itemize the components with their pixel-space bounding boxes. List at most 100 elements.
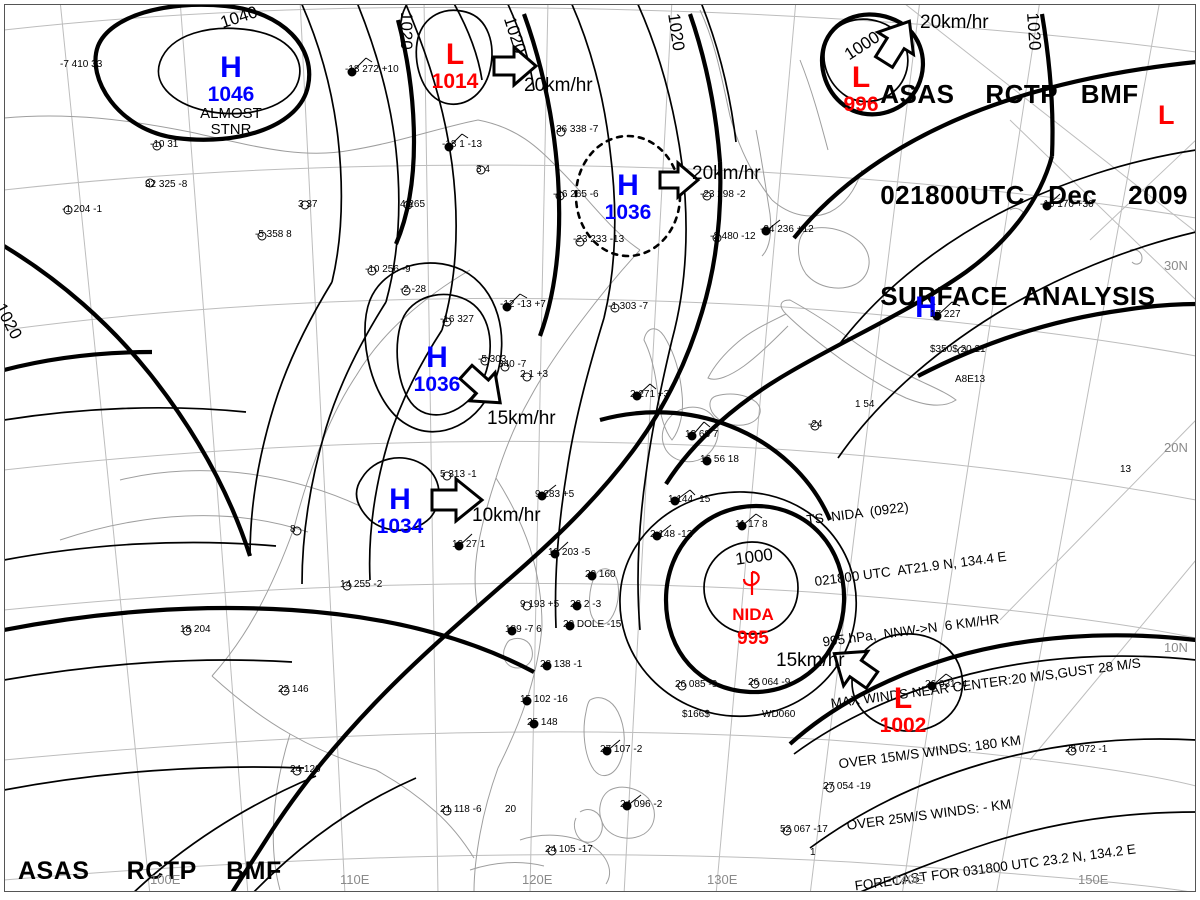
station-plot-9: -26 265 -6 xyxy=(553,189,599,200)
pressure-center-glyph: H xyxy=(389,483,411,516)
station-plot-34: 20 160 xyxy=(585,569,616,580)
station-plot-53: $166$ xyxy=(682,709,710,720)
graticule xyxy=(4,4,1196,892)
coastlines xyxy=(4,9,1143,892)
title-top-right: ASAS RCTP BMF 021800UTC Dec 2009 SURFACE… xyxy=(880,10,1188,382)
pressure-center-glyph: L xyxy=(851,61,871,94)
pressure-center-value: 1014 xyxy=(431,70,479,93)
station-plot-7: 3 4 xyxy=(476,164,490,175)
latitude-label-1: 20N xyxy=(1164,440,1188,455)
station-plot-45: 24 120 xyxy=(290,764,321,775)
station-plot-63: 13 xyxy=(1120,464,1132,475)
station-plot-13: -24 236 +12 xyxy=(760,224,814,235)
station-plot-20: 2 1 +3 xyxy=(520,369,549,380)
station-plot-55: 52 067 -17 xyxy=(780,824,828,835)
pressure-center-value: 996 xyxy=(843,93,879,116)
station-plot-47: 20 xyxy=(505,804,517,815)
title-tr-line2: 021800UTC Dec 2009 xyxy=(880,179,1188,210)
pressure-center-value: 1046 xyxy=(207,83,255,106)
latitude-label-2: 10N xyxy=(1164,640,1188,655)
station-plot-26: 1 54 xyxy=(855,399,875,410)
title-bl-line1: ASAS RCTP BMF xyxy=(18,857,282,885)
title-bottom-left: ASAS RCTP BMF 021800UTC Dec 2009 SURFACE… xyxy=(18,790,307,900)
pressure-center-h-1034: H 1034 xyxy=(355,483,445,538)
station-plot-64: 18 204 xyxy=(180,624,211,635)
station-plot-43: 25 148 xyxy=(527,717,558,728)
pressure-center-value: 1002 xyxy=(879,714,927,737)
edge-low-glyph: L xyxy=(1158,100,1175,130)
pressure-center-glyph: L xyxy=(893,682,913,715)
station-plot-66: -5 358 8 xyxy=(255,229,292,240)
station-markers xyxy=(63,57,1077,856)
station-plot-17: -1 303 -7 xyxy=(608,301,649,312)
station-plot-56: 1 xyxy=(810,847,816,858)
station-plot-35: 14 255 -2 xyxy=(340,579,383,590)
station-plot-58: 28 072 -1 xyxy=(1065,744,1108,755)
pressure-center-glyph: L xyxy=(445,38,465,71)
typhoon-symbol-nida xyxy=(742,570,760,595)
station-plot-60: $350$ 20 21 xyxy=(930,344,986,355)
station-plot-25: -24 xyxy=(808,419,823,430)
station-plot-19: -5 303 xyxy=(478,354,507,365)
pressure-center-glyph: H xyxy=(915,291,937,324)
station-plot-10: -23 233 -13 xyxy=(573,234,625,245)
motion-arrow-l1014 xyxy=(492,43,539,89)
station-plot-49: 24 105 -17 xyxy=(545,844,593,855)
station-plot-42: 15 102 -16 xyxy=(520,694,568,705)
station-plot-33: 18 203 -5 xyxy=(548,547,591,558)
station-plot-3: 3 37 xyxy=(298,199,318,210)
station-plot-23: 12 68 7 xyxy=(685,429,719,440)
motion-arrow-l1002 xyxy=(832,649,880,691)
station-plot-1: 32 325 -8 xyxy=(145,179,188,190)
station-plot-37: 22 2 -3 xyxy=(570,599,602,610)
station-plot-12: -2 480 -12 xyxy=(710,231,756,242)
longitude-label-4: 140E xyxy=(893,872,924,887)
station-plot-46: 21 118 -6 xyxy=(440,804,482,815)
motion-arrows xyxy=(430,19,916,691)
station-plot-36: 9 193 +5 xyxy=(520,599,560,610)
pressure-center-value: 1034 xyxy=(376,515,424,538)
typhoon-info-block: TS NIDA (0922) 021800 UTC AT21.9 N, 134.… xyxy=(800,429,1171,900)
station-plot-50: 26 085 -9 xyxy=(675,679,718,690)
pressure-center-remark: ALMOST STNR xyxy=(200,105,262,138)
motion-speed-label-h-1034: 10km/hr xyxy=(472,505,541,526)
station-plot-67: -10 31 xyxy=(150,139,179,150)
station-plot-0: -7 410 33 xyxy=(60,59,103,70)
station-plot-54: 27 054 -19 xyxy=(823,781,871,792)
station-plot-11: -23 298 -2 xyxy=(700,189,746,200)
ts-info-line3: 995 hPa, NNW->N 6 KM/HR xyxy=(821,611,1001,650)
station-plot-15: -2 -28 xyxy=(400,284,427,295)
motion-arrow-l996 xyxy=(873,19,916,70)
station-plot-14: -10 256 -9 xyxy=(365,264,411,275)
motion-arrow-h1036-dashed xyxy=(658,159,701,201)
station-plot-32: 12 27 1 xyxy=(452,539,486,550)
station-plot-6: -18 1 -13 xyxy=(442,139,483,150)
station-plot-59: 17 227 xyxy=(930,309,961,320)
station-plot-18: -16 327 xyxy=(440,314,474,325)
pressure-center-h-1046: H 1046 xyxy=(186,53,276,106)
pressure-center-value: 1036 xyxy=(604,201,652,224)
station-plot-38: 20 DOLE -15 xyxy=(563,619,622,630)
longitude-label-2: 120E xyxy=(522,872,553,887)
station-plot-52: WD060 xyxy=(762,709,796,720)
isobar-label-1: 1020 xyxy=(397,12,416,50)
motion-arrow-h1036 xyxy=(457,363,502,405)
station-plot-8: 36 338 -7 xyxy=(556,124,599,135)
longitude-label-3: 130E xyxy=(707,872,738,887)
station-plot-39: 189 -7 6 xyxy=(505,624,542,635)
motion-speed-label-l-1002: 15km/hr xyxy=(776,650,845,671)
motion-speed-label-l-1014: 20km/hr xyxy=(524,75,593,96)
station-plot-5: 4 265 xyxy=(400,199,426,210)
storm-name-label: NIDA xyxy=(732,605,774,624)
motion-speed-label-h-1036: 15km/hr xyxy=(487,408,556,429)
station-plot-24: 16 56 18 xyxy=(700,454,739,465)
station-plot-30: 5 313 -1 xyxy=(440,469,477,480)
pressure-center-l-996: L 996 xyxy=(816,61,906,116)
station-plot-28: 2 148 -12 xyxy=(650,529,693,540)
station-plot-40: 22 146 xyxy=(278,684,309,695)
station-plot-21: 2 271 +3 xyxy=(630,389,670,400)
storm-pressure-label: 995 xyxy=(737,628,769,649)
pressure-center-h-east: H xyxy=(881,293,971,323)
